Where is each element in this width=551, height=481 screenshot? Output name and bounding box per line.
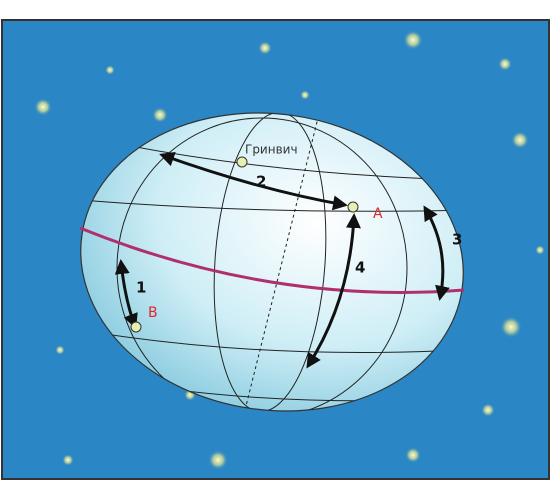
equator <box>79 226 465 294</box>
arcs <box>114 151 450 369</box>
point-a <box>347 201 359 213</box>
arc-label: 3 <box>452 231 462 249</box>
arc-label: 4 <box>355 259 365 277</box>
arc-label: 2 <box>256 173 266 191</box>
point-a-label: A <box>373 206 383 222</box>
greenwich-point <box>236 156 248 168</box>
point-b-label: B <box>148 305 158 321</box>
arc-label: 1 <box>136 279 146 297</box>
stars <box>34 30 545 470</box>
point-b <box>130 321 142 333</box>
greenwich-label: Гринвич <box>245 143 298 157</box>
